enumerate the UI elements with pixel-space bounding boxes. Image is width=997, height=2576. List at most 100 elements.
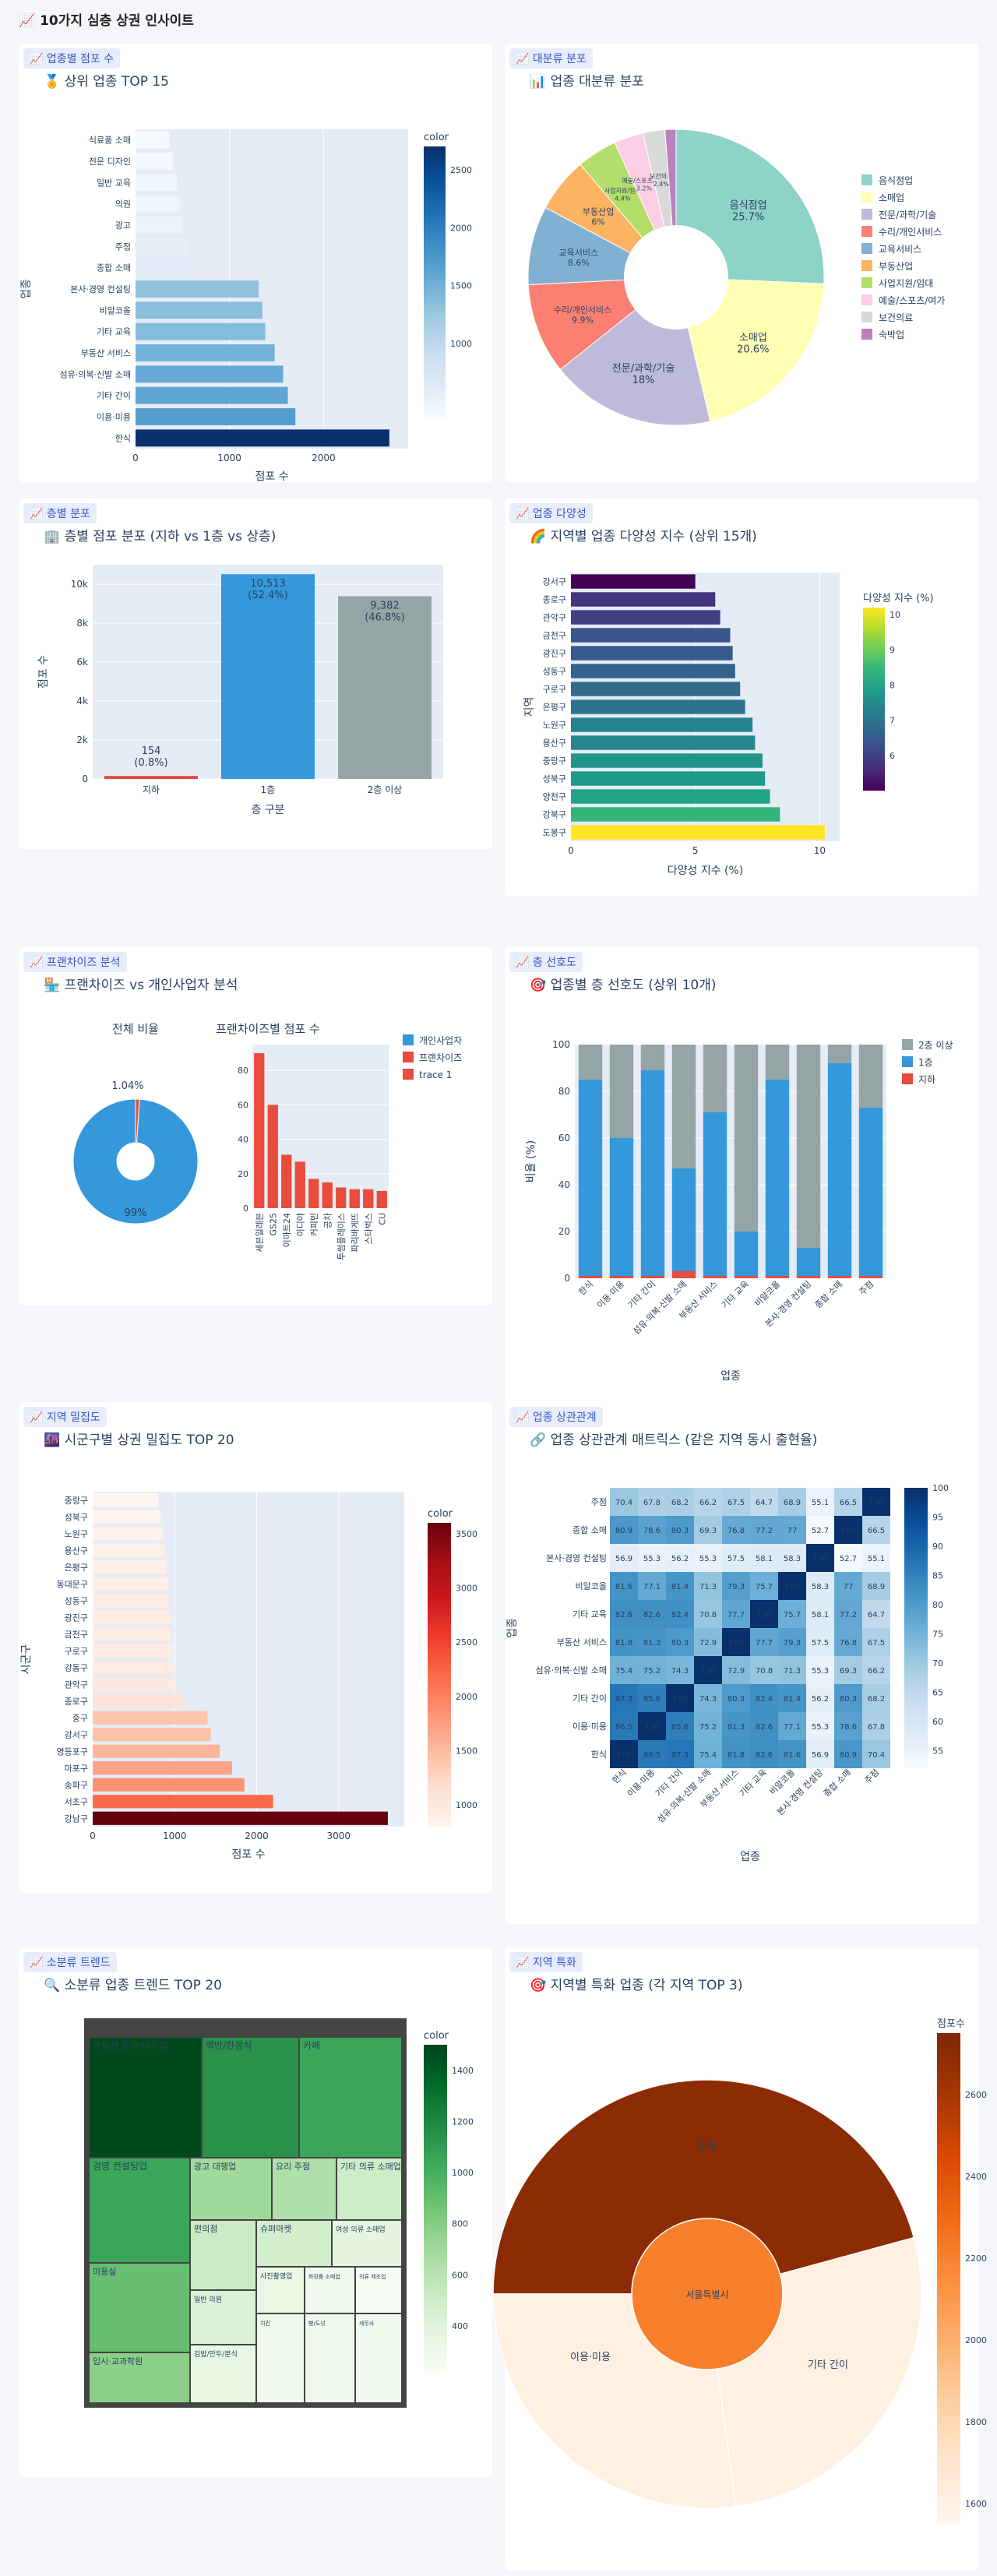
- bar-segment: [703, 1112, 727, 1276]
- pie-title: 전체 비율: [112, 1022, 159, 1036]
- y-tick-label: 2k: [76, 735, 88, 745]
- bar-chart-svg: 0 1000 2000 3000 강남구 서초구 송파구 마포구 영등포구 강서구 중구 종로구 관악구…: [20, 1492, 477, 1861]
- chart-title: 🎯 업종별 층 선호도 (상위 10개): [530, 978, 717, 993]
- y-axis-title: 비율 (%): [525, 1140, 537, 1182]
- sunburst-segment: [492, 2079, 915, 2295]
- x-axis-title: 다양성 지수 (%): [668, 865, 744, 877]
- bar-segment: [640, 1276, 665, 1278]
- cell-label: 52.7: [812, 1527, 829, 1535]
- chart-title: 🎯 지역별 특화 업종 (각 지역 TOP 3): [530, 1978, 743, 1993]
- cell-label: 66.2: [699, 1499, 717, 1507]
- bar: [571, 717, 753, 732]
- bar: [93, 1527, 164, 1541]
- cell-label: 86.5: [615, 1723, 632, 1732]
- y-tick-label: 40: [238, 1135, 248, 1145]
- heatmap-cell: [722, 1712, 750, 1740]
- tile-label: 김밥/만두/분식: [194, 2349, 238, 2359]
- bar: [571, 771, 766, 786]
- cell-label: 82.4: [671, 1611, 689, 1619]
- y-tick-label: 광진구: [65, 1612, 88, 1623]
- x-tick-label: 0: [90, 1831, 96, 1841]
- y-tick-label: 0: [243, 1203, 248, 1214]
- bar: [571, 646, 733, 661]
- slice-label: 사업지원/임대 4.4%: [604, 188, 641, 203]
- bar-segment: [703, 1045, 727, 1112]
- section-badge: 📈 업종 상관관계: [509, 1407, 603, 1427]
- x-tick-label: 2층 이상: [368, 784, 403, 795]
- heatmap-cell: [862, 1684, 890, 1712]
- bar-segment: [671, 1045, 696, 1168]
- cell-label: 75.7: [756, 1583, 773, 1591]
- y-tick-label: 영등포구: [57, 1746, 88, 1757]
- heatmap-cell: [610, 1740, 638, 1768]
- bar: [93, 1661, 174, 1675]
- colorbar-tick-label: 95: [932, 1513, 943, 1523]
- chart-title: 📊 업종 대분류 분포: [530, 74, 644, 90]
- bar: [93, 1644, 173, 1658]
- bar-segment: [796, 1248, 821, 1276]
- y-tick-label: 부동산 서비스: [557, 1637, 607, 1647]
- cell-label: 55.3: [812, 1667, 829, 1676]
- y-tick-label: 이용·미용: [97, 412, 131, 422]
- colorbar-tick-label: 2400: [965, 2172, 987, 2182]
- cell-label: 56.9: [812, 1751, 829, 1760]
- slice-label: 교육서비스 8.6%: [559, 248, 599, 268]
- cell-label: 76.8: [727, 1527, 745, 1535]
- y-tick-label: 성북구: [65, 1512, 88, 1522]
- bar: [136, 429, 389, 447]
- heatmap-cell: [750, 1600, 778, 1628]
- slice-label: 전문/과학/기술 18%: [612, 363, 675, 386]
- pie-slice: [559, 308, 711, 426]
- cell-label: 80.3: [727, 1695, 745, 1704]
- tile-label: 치킨: [260, 2320, 270, 2327]
- heatmap-cell: [778, 1544, 806, 1572]
- pie-slice: [664, 129, 677, 227]
- chart-title: 🔍 소분류 업종 트렌드 TOP 20: [44, 1978, 222, 1993]
- cell-label: 55.3: [812, 1723, 829, 1732]
- bar-segment: [640, 1070, 665, 1276]
- bar: [136, 322, 266, 340]
- chart-title: 🏪 프랜차이즈 vs 개인사업자 분석: [44, 978, 238, 993]
- bar: [363, 1189, 374, 1208]
- treemap-tile: [304, 2313, 356, 2404]
- cell-label: 100: [672, 1695, 687, 1704]
- x-tick-label: 이용·미용: [625, 1767, 657, 1799]
- colorbar-gradient: [863, 608, 885, 791]
- tile-label: 미용실: [93, 2267, 116, 2277]
- y-tick-label: 100: [552, 1039, 570, 1050]
- colorbar-gradient: [904, 1488, 928, 1768]
- y-tick-label: 종합 소매: [572, 1525, 607, 1535]
- colorbar-gradient: [428, 1523, 451, 1827]
- chart-title: 🌈 지역별 업종 다양성 지수 (상위 15개): [530, 529, 757, 544]
- y-tick-label: 섬유·의복·신발 소매: [536, 1665, 607, 1676]
- heatmap-cell: [834, 1684, 862, 1712]
- y-tick-label: 강남구: [65, 1813, 88, 1824]
- heatmap-cell: [778, 1656, 806, 1684]
- y-tick-label: 4k: [76, 696, 88, 707]
- chart-card-floor-preference: 📈 층 선호도 🎯 업종별 층 선호도 (상위 10개) 0 20 40 60 80 10…: [505, 947, 978, 1407]
- x-tick-label: 이디야: [295, 1213, 305, 1236]
- bar: [93, 1694, 183, 1708]
- heatmap-cell: [806, 1600, 834, 1628]
- colorbar-tick-label: 3000: [456, 1584, 477, 1594]
- cell-label: 75.4: [615, 1667, 632, 1676]
- heatmap-cell: [806, 1544, 834, 1572]
- x-tick-label: 지하: [143, 784, 160, 795]
- x-tick-label: 2000: [245, 1831, 269, 1841]
- cell-label: 87.3: [615, 1695, 632, 1704]
- heatmap-cell: [666, 1516, 694, 1544]
- legend-label: 숙박업: [879, 329, 904, 340]
- colorbar-tick-label: 85: [932, 1571, 943, 1581]
- bar: [136, 280, 259, 298]
- heatmap-cell: [666, 1712, 694, 1740]
- y-tick-label: 60: [238, 1100, 248, 1110]
- legend-swatch: [861, 174, 872, 185]
- heatmap-cell: [694, 1684, 722, 1712]
- colorbar-tick-label: 1500: [456, 1746, 477, 1757]
- bar-segment: [734, 1045, 759, 1232]
- colorbar-title: color: [424, 2030, 449, 2042]
- colorbar-gradient: [424, 146, 446, 419]
- cell-label: 68.2: [671, 1499, 689, 1507]
- heatmap-cell: [694, 1572, 722, 1600]
- tile-label: 여성 의류 소매업: [336, 2225, 386, 2234]
